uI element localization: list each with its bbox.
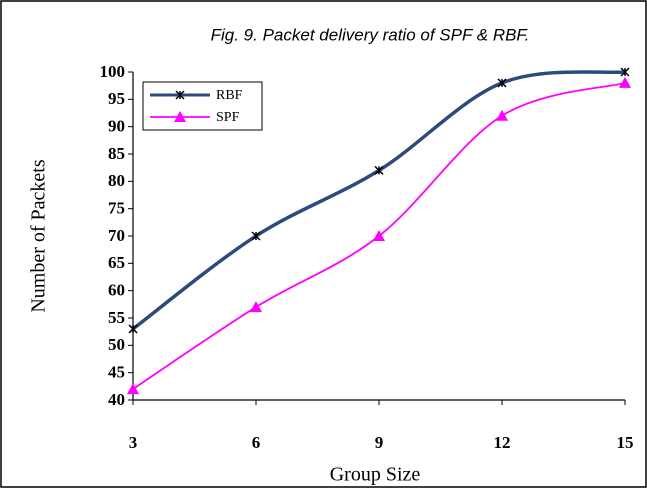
point — [619, 76, 631, 88]
point — [251, 231, 261, 241]
x-axis-title: Group Size — [330, 464, 421, 486]
point — [128, 324, 138, 334]
point — [496, 109, 508, 121]
y-tick-label: 85 — [108, 144, 125, 163]
x-tick-label: 15 — [617, 433, 634, 452]
y-tick-label: 60 — [108, 281, 125, 300]
x-tick-label: 6 — [252, 433, 261, 452]
y-tick-label: 95 — [108, 89, 125, 108]
legend: RBF SPF — [142, 81, 263, 131]
point — [620, 67, 630, 77]
point — [374, 165, 384, 175]
y-tick-label: 65 — [108, 253, 125, 272]
point — [497, 78, 507, 88]
y-tick-label: 50 — [108, 335, 125, 354]
chart-title: Fig. 9. Packet delivery ratio of SPF & R… — [211, 25, 530, 44]
y-tick-label: 100 — [100, 62, 126, 81]
y-tick-label: 80 — [108, 171, 125, 190]
y-tick-label: 75 — [108, 199, 125, 218]
point — [127, 383, 139, 395]
legend-label: RBF — [216, 88, 243, 103]
y-tick-label: 70 — [108, 226, 125, 245]
x-tick-label: 3 — [129, 433, 138, 452]
legend-marker — [175, 90, 185, 100]
y-tick-label: 45 — [108, 363, 125, 382]
legend-marker — [174, 111, 186, 122]
point — [373, 230, 385, 241]
y-tick-label: 55 — [108, 308, 125, 327]
point — [250, 301, 262, 313]
y-axis-title: Number of Packets — [28, 159, 50, 313]
x-tick-label: 12 — [494, 433, 511, 452]
x-tick-label: 9 — [375, 433, 384, 452]
y-tick-label: 40 — [108, 390, 125, 409]
legend-label: SPF — [216, 110, 240, 125]
y-tick-label: 90 — [108, 117, 125, 136]
legend-box — [142, 81, 263, 131]
